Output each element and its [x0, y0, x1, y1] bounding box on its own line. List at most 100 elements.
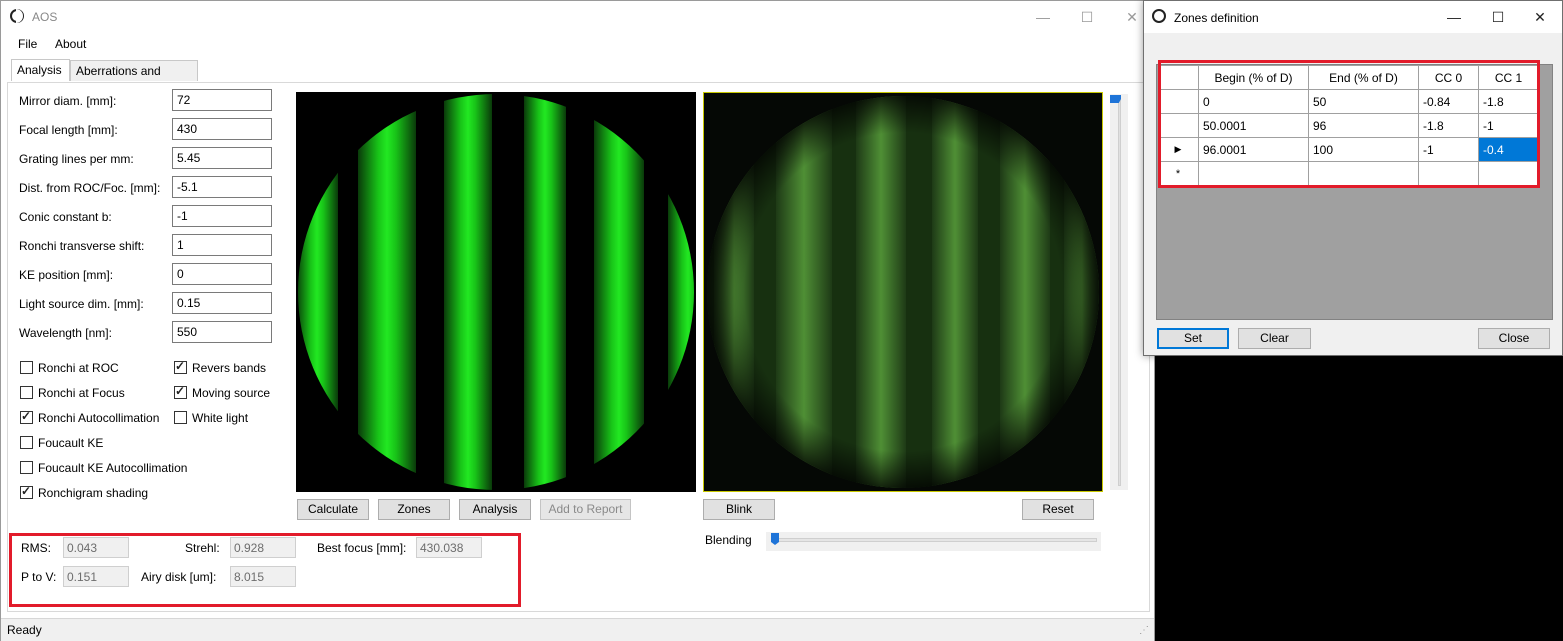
- ronchi-at-focus-label: Ronchi at Focus: [38, 386, 125, 400]
- window-title: AOS: [32, 10, 58, 24]
- ke-position-label: KE position [mm]:: [19, 268, 114, 282]
- table-cell[interactable]: [1478, 161, 1539, 186]
- blending-slider-track: [771, 538, 1097, 542]
- p-to-v-value: 0.151: [63, 566, 129, 587]
- blink-button[interactable]: Blink: [703, 499, 775, 520]
- zones-close-button[interactable]: Close: [1478, 328, 1550, 349]
- revers-bands-checkbox[interactable]: [174, 359, 187, 374]
- row-header[interactable]: [1157, 89, 1199, 114]
- calculate-button[interactable]: Calculate: [297, 499, 369, 520]
- mirror-diam-input[interactable]: 72: [172, 89, 272, 111]
- focal-length-label: Focal length [mm]:: [19, 123, 118, 137]
- dist-from-roc-label: Dist. from ROC/Foc. [mm]:: [19, 181, 161, 195]
- reset-button[interactable]: Reset: [1022, 499, 1094, 520]
- ronchi-autocollimation-label: Ronchi Autocollimation: [38, 411, 160, 425]
- moving-source-checkbox[interactable]: [174, 384, 187, 399]
- zones-window-title: Zones definition: [1174, 11, 1259, 25]
- best-focus-value: 430.038: [416, 537, 482, 558]
- column-header-cc1[interactable]: CC 1: [1478, 65, 1539, 90]
- column-header-cc0[interactable]: CC 0: [1418, 65, 1479, 90]
- status-bar: Ready ⋰: [1, 618, 1154, 641]
- strehl-value: 0.928: [230, 537, 296, 558]
- zones-definition-window: Zones definition — ☐ ✕ Begin (% of D) En…: [1143, 0, 1563, 356]
- conic-constant-input[interactable]: -1: [172, 205, 272, 227]
- blended-ronchigram-panel: [703, 92, 1103, 492]
- zones-title-bar: Zones definition — ☐ ✕: [1144, 1, 1562, 33]
- blended-ronchigram-image: [704, 93, 1102, 491]
- table-row[interactable]: ▶ 96.0001 100 -1 -0.4: [1157, 137, 1539, 162]
- app-logo-icon: [10, 9, 24, 23]
- p-to-v-label: P to V:: [21, 570, 57, 584]
- zones-minimize-icon[interactable]: —: [1447, 9, 1461, 25]
- ronchigram-image: [298, 94, 694, 490]
- strehl-label: Strehl:: [185, 541, 220, 555]
- menu-about[interactable]: About: [55, 37, 87, 51]
- wavelength-input[interactable]: 550: [172, 321, 272, 343]
- blending-label: Blending: [705, 533, 752, 547]
- table-cell[interactable]: 50: [1308, 89, 1419, 114]
- ronchigram-panel: [296, 92, 696, 492]
- table-cell[interactable]: 50.0001: [1198, 113, 1309, 138]
- status-text: Ready: [7, 623, 42, 637]
- foucault-ke-autocollimation-checkbox[interactable]: [20, 461, 33, 474]
- menu-file[interactable]: File: [18, 37, 38, 51]
- title-bar: AOS — ☐ ✕: [1, 1, 1156, 33]
- blending-slider-thumb[interactable]: [771, 533, 779, 545]
- table-cell[interactable]: [1198, 161, 1309, 186]
- table-cell[interactable]: 96: [1308, 113, 1419, 138]
- new-row[interactable]: *: [1157, 161, 1539, 186]
- zones-button[interactable]: Zones: [378, 499, 450, 520]
- grating-lines-input[interactable]: 5.45: [172, 147, 272, 169]
- minimize-icon[interactable]: —: [1036, 9, 1050, 25]
- tab-aberrations-and-zones[interactable]: Aberrations and Zones: [70, 60, 198, 99]
- ke-position-input[interactable]: 0: [172, 263, 272, 285]
- mirror-diam-label: Mirror diam. [mm]:: [19, 94, 117, 108]
- results-highlight-box: [9, 533, 521, 607]
- revers-bands-label: Revers bands: [192, 361, 267, 375]
- zones-table: Begin (% of D) End (% of D) CC 0 CC 1 0 …: [1157, 65, 1539, 186]
- ronchi-shift-label: Ronchi transverse shift:: [19, 239, 145, 253]
- zones-close-icon[interactable]: ✕: [1534, 9, 1546, 25]
- grating-lines-label: Grating lines per mm:: [19, 152, 134, 166]
- table-cell[interactable]: -1: [1478, 113, 1539, 138]
- wavelength-label: Wavelength [nm]:: [19, 326, 112, 340]
- ronchi-at-focus-checkbox[interactable]: [20, 386, 33, 399]
- menu-bar: File About: [1, 33, 1154, 55]
- analysis-button[interactable]: Analysis: [459, 499, 531, 520]
- column-header-begin[interactable]: Begin (% of D): [1198, 65, 1309, 90]
- add-to-report-button[interactable]: Add to Report: [540, 499, 631, 520]
- moving-source-label: Moving source: [192, 386, 271, 400]
- table-cell-selected[interactable]: -0.4: [1478, 137, 1539, 162]
- airy-disk-label: Airy disk [um]:: [141, 570, 217, 584]
- close-icon[interactable]: ✕: [1126, 9, 1138, 25]
- ronchi-at-roc-checkbox[interactable]: [20, 361, 33, 374]
- foucault-ke-checkbox[interactable]: [20, 436, 33, 449]
- vertical-slider-thumb[interactable]: [1110, 95, 1121, 103]
- white-light-checkbox[interactable]: [174, 411, 187, 424]
- ronchigram-shading-label: Ronchigram shading: [38, 486, 149, 500]
- maximize-icon[interactable]: ☐: [1080, 9, 1094, 25]
- tab-analysis[interactable]: Analysis: [11, 59, 70, 81]
- ronchi-shift-input[interactable]: 1: [172, 234, 272, 256]
- resize-grip-icon[interactable]: ⋰: [1139, 625, 1149, 636]
- ronchi-autocollimation-checkbox[interactable]: [20, 409, 33, 424]
- set-button[interactable]: Set: [1157, 328, 1229, 349]
- ronchi-at-roc-label: Ronchi at ROC: [38, 361, 119, 375]
- zones-header-row: Begin (% of D) End (% of D) CC 0 CC 1: [1157, 65, 1539, 90]
- rms-value: 0.043: [63, 537, 129, 558]
- clear-button[interactable]: Clear: [1238, 328, 1311, 349]
- rms-label: RMS:: [21, 541, 51, 555]
- foucault-ke-autocollimation-label: Foucault KE Autocollimation: [38, 461, 188, 475]
- zones-maximize-icon[interactable]: ☐: [1491, 9, 1505, 25]
- conic-constant-label: Conic constant b:: [19, 210, 112, 224]
- light-source-input[interactable]: 0.15: [172, 292, 272, 314]
- ronchigram-shading-checkbox[interactable]: [20, 484, 33, 499]
- main-window: AOS — ☐ ✕ File About Analysis Aberration…: [0, 0, 1155, 641]
- zones-grid: Begin (% of D) End (% of D) CC 0 CC 1 0 …: [1156, 60, 1553, 320]
- focal-length-input[interactable]: 430: [172, 118, 272, 140]
- new-row-asterisk-icon[interactable]: *: [1157, 161, 1199, 186]
- zones-table-highlight-box: [1158, 60, 1540, 188]
- foucault-ke-label: Foucault KE: [38, 436, 104, 450]
- dist-from-roc-input[interactable]: -5.1: [172, 176, 272, 198]
- best-focus-label: Best focus [mm]:: [317, 541, 407, 555]
